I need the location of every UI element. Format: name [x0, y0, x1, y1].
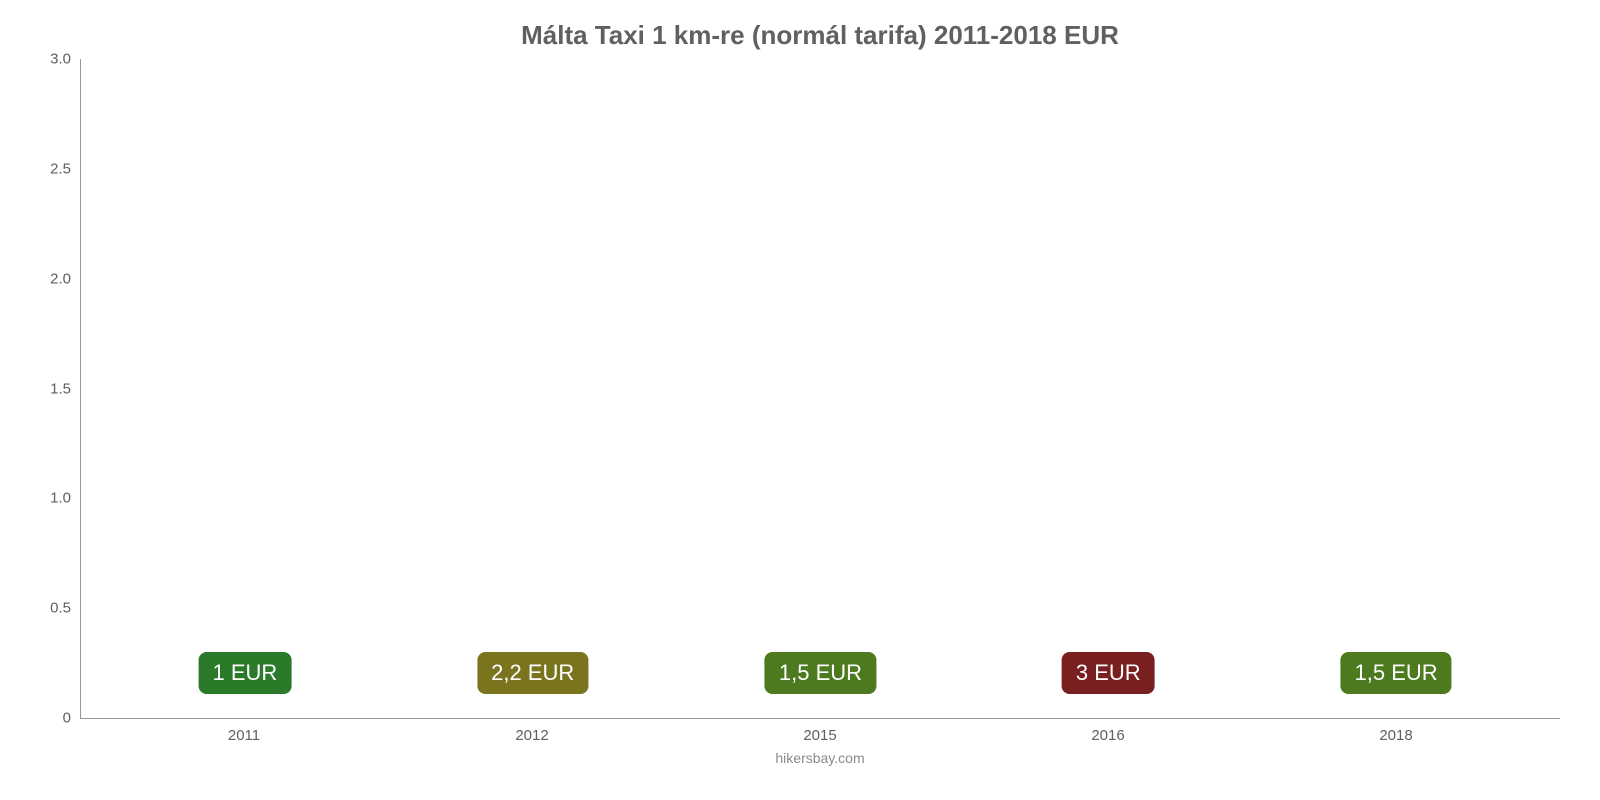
x-tick-label: 2015	[676, 727, 964, 744]
bar-value-label: 1 EUR	[198, 652, 291, 694]
y-tick-label: 3.0	[50, 51, 71, 68]
bar-value-label: 1,5 EUR	[1341, 652, 1452, 694]
bars-group: 1 EUR 2,2 EUR 1,5 EUR 3 EUR 1,5 EUR	[81, 59, 1560, 718]
attart-attribution: hikersbay.com	[80, 750, 1560, 766]
y-tick-label: 1.0	[50, 490, 71, 507]
y-tick-label: 2.0	[50, 270, 71, 287]
x-axis-labels: 20112012201520162018	[80, 719, 1560, 744]
x-tick-label: 2016	[964, 727, 1252, 744]
x-tick-label: 2018	[1252, 727, 1540, 744]
x-tick-label: 2011	[100, 727, 388, 744]
y-tick-label: 0	[63, 710, 71, 727]
y-tick-label: 2.5	[50, 160, 71, 177]
x-tick-label: 2012	[388, 727, 676, 744]
bar-value-label: 1,5 EUR	[765, 652, 876, 694]
bar-value-label: 3 EUR	[1062, 652, 1155, 694]
y-tick-label: 1.5	[50, 380, 71, 397]
chart-container: Málta Taxi 1 km-re (normál tarifa) 2011-…	[0, 0, 1600, 800]
y-tick-label: 0.5	[50, 600, 71, 617]
bar-value-label: 2,2 EUR	[477, 652, 588, 694]
chart-title: Málta Taxi 1 km-re (normál tarifa) 2011-…	[80, 20, 1560, 51]
plot-area: 1 EUR2,2 EUR1,5 EUR3 EUR1,5 EUR 00.51.01…	[80, 59, 1560, 719]
